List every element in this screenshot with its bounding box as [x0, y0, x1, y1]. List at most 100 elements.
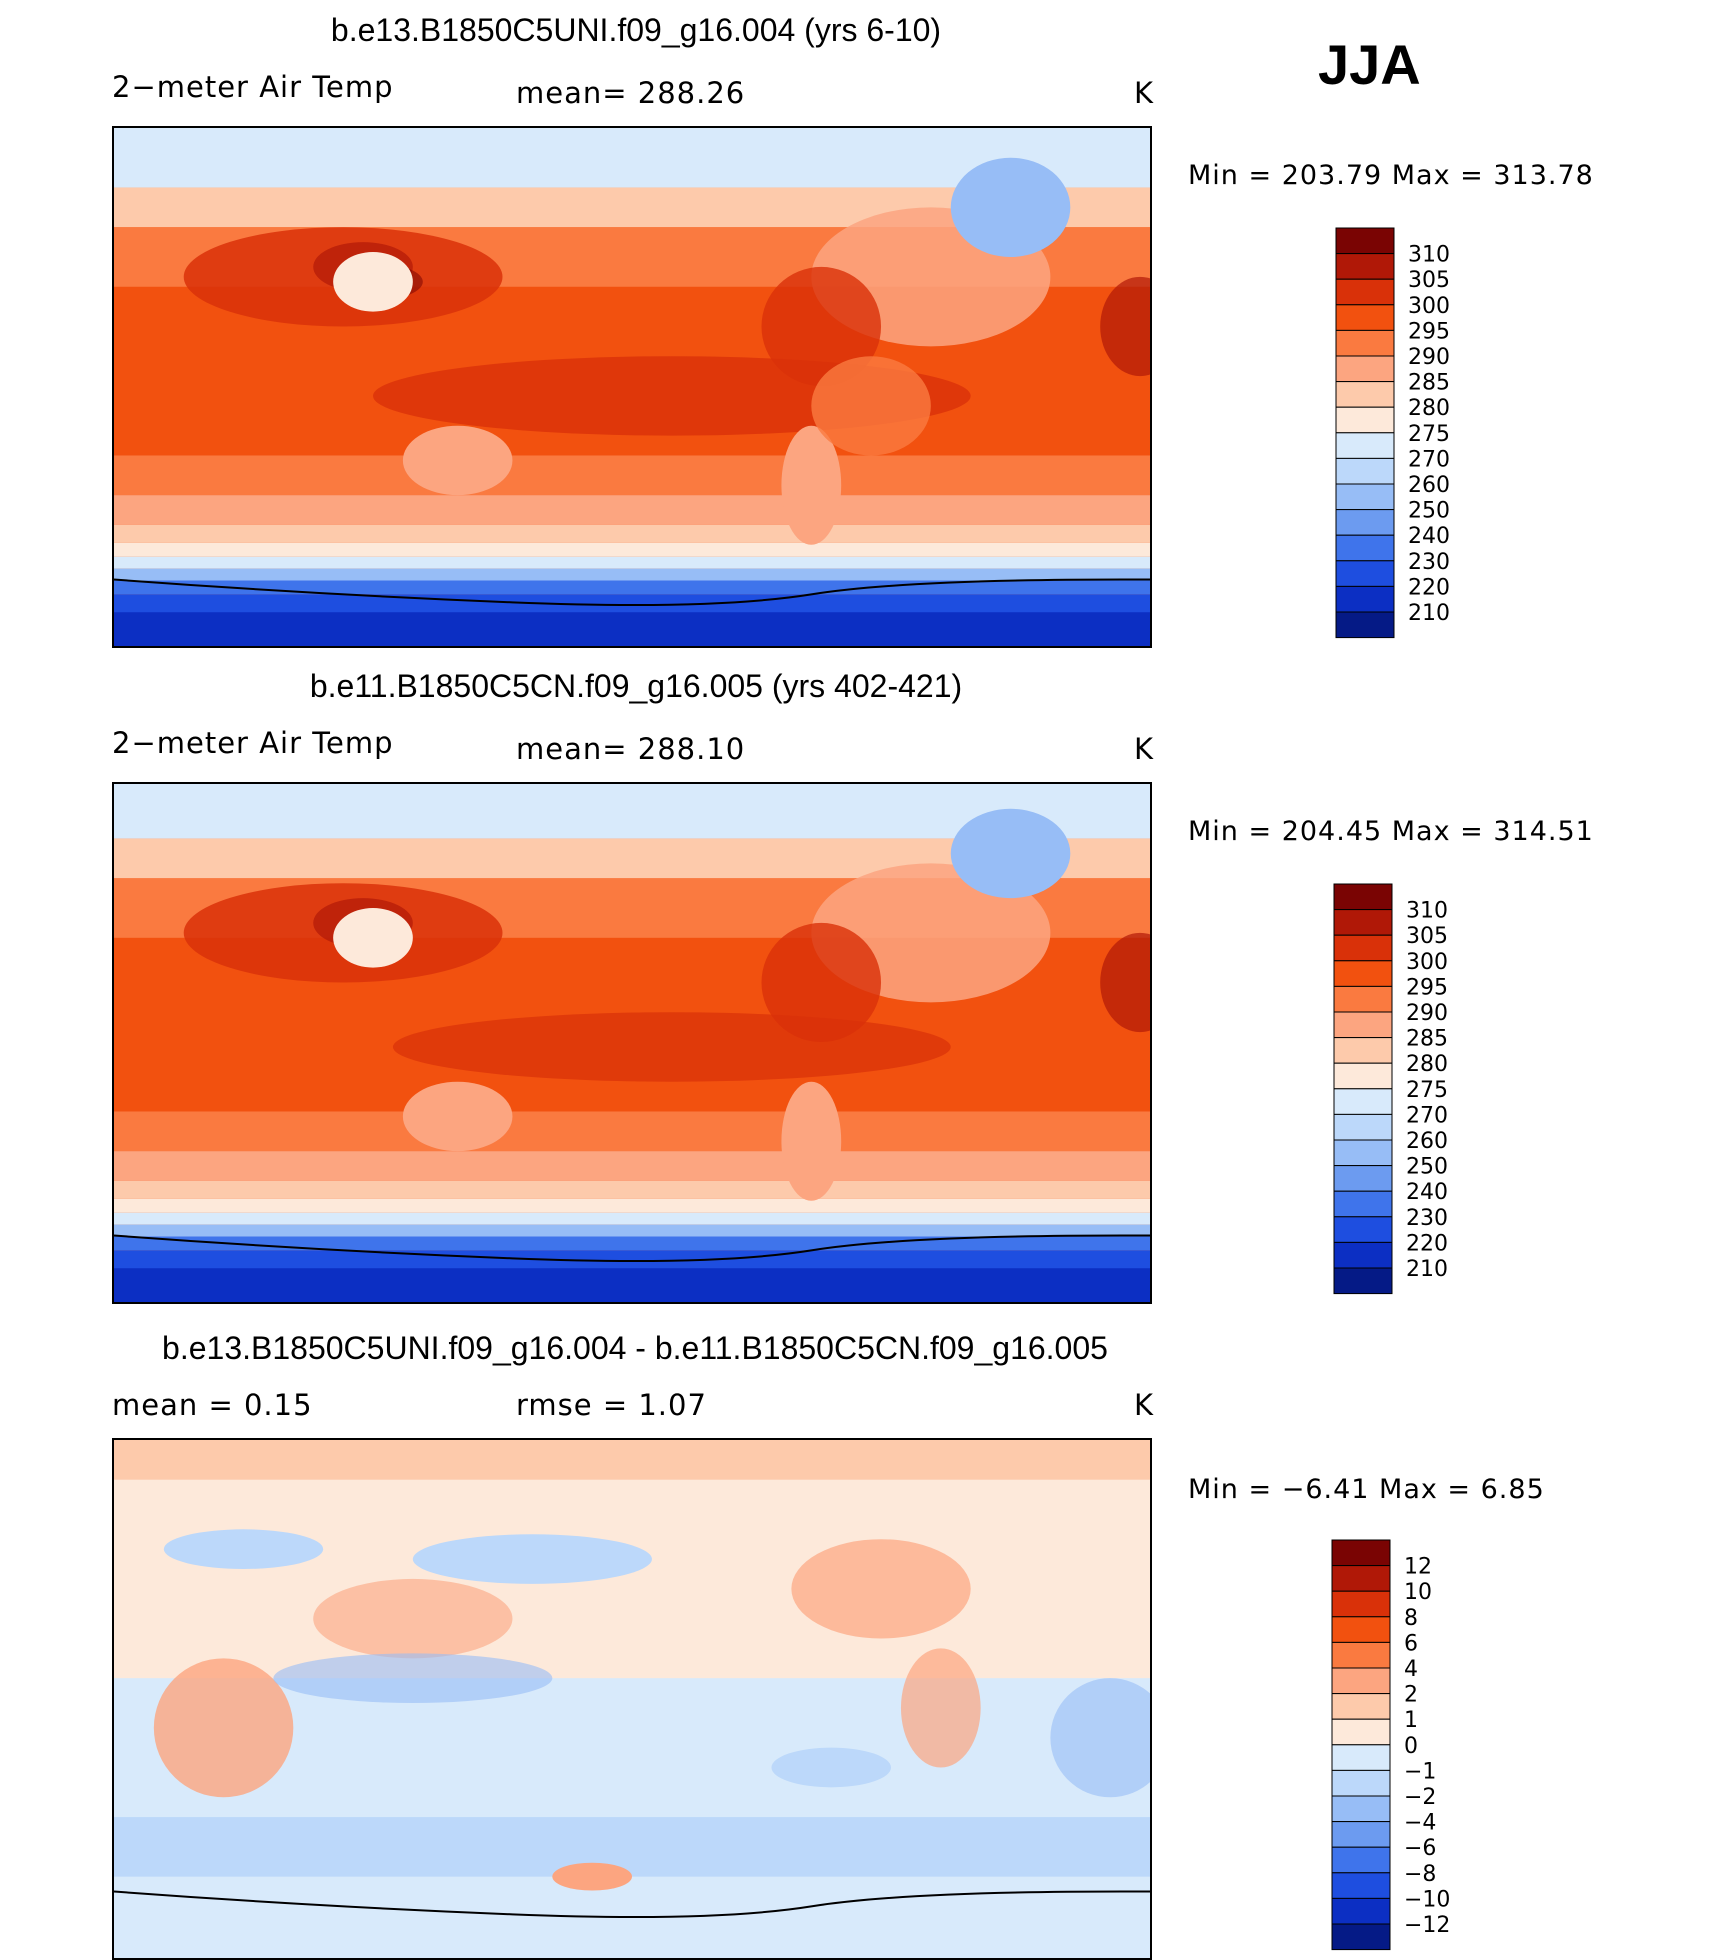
- panel-1-colorbar-swatch: [1335, 381, 1395, 408]
- panel-1-units: K: [1134, 76, 1155, 110]
- panel-1-colorbar-tick-label: 220: [1408, 575, 1450, 600]
- panel-3-colorbar-swatch: [1331, 1641, 1391, 1669]
- panel-2-colorbar-swatch: [1333, 1216, 1393, 1243]
- panel-2-colorbar-swatch: [1333, 909, 1393, 936]
- panel-1-colorbar-swatch: [1335, 509, 1395, 536]
- panel-1-colorbar-tick-label: 295: [1408, 319, 1450, 344]
- panel-2-colorbar-swatch: [1333, 1139, 1393, 1167]
- panel-3-colorbar-tick-label: −1: [1404, 1759, 1436, 1784]
- panel-1-colorbar-tick-label: 275: [1408, 422, 1450, 447]
- panel-2-colorbar-swatch: [1333, 1037, 1393, 1064]
- panel-1-colorbar-swatch: [1335, 585, 1395, 613]
- panel-3-colorbar-tick-label: −10: [1404, 1887, 1450, 1912]
- panel-1-colorbar-swatch: [1335, 432, 1395, 459]
- panel-3-colorbar-tick-label: 8: [1404, 1606, 1418, 1631]
- panel-2-colorbar-swatch: [1333, 960, 1393, 987]
- panel-3-colorbar-tick-label: −12: [1404, 1913, 1450, 1938]
- panel-1-colorbar-tick-label: 230: [1408, 550, 1450, 575]
- panel-1-variable-label: 2−meter Air Temp: [112, 70, 394, 104]
- panel-1-colorbar-tick-label: 210: [1408, 601, 1450, 626]
- panel-2-colorbar-tick-label: 210: [1406, 1257, 1448, 1282]
- panel-2-colorbar-swatch: [1333, 1190, 1393, 1218]
- panel-2-colorbar-tick-label: 290: [1406, 1001, 1448, 1026]
- panel-3-colorbar-swatch: [1331, 1821, 1391, 1848]
- panel-1-colorbar-tick-label: 300: [1408, 294, 1450, 319]
- panel-3-colorbar-swatch: [1331, 1590, 1391, 1618]
- panel-3-map-svg: [114, 1440, 1150, 1958]
- panel-3-units: K: [1134, 1388, 1155, 1422]
- panel-2-colorbar-swatch: [1333, 1088, 1393, 1115]
- panel-2-colorbar-tick-label: 270: [1406, 1103, 1448, 1128]
- panel-1-colorbar-swatch: [1335, 534, 1395, 562]
- panel-2-colorbar-tick-label: 275: [1406, 1078, 1448, 1103]
- panel-3-colorbar-swatch: [1331, 1744, 1391, 1771]
- panel-1-colorbar-swatch: [1335, 253, 1395, 280]
- panel-3-colorbar-tick-label: 1: [1404, 1708, 1418, 1733]
- panel-2-colorbar-tick-label: 305: [1406, 924, 1448, 949]
- panel-1-colorbar-swatch: [1335, 355, 1395, 383]
- panel-3-colorbar-tick-label: 2: [1404, 1683, 1418, 1708]
- panel-3-colorbar-swatch: [1331, 1565, 1391, 1592]
- panel-2-colorbar-tick-label: 240: [1406, 1180, 1448, 1205]
- panel-2-colorbar-tick-label: 220: [1406, 1231, 1448, 1256]
- panel-2-colorbar-swatch: [1333, 1267, 1393, 1295]
- panel-1-colorbar-swatch: [1335, 457, 1395, 485]
- panel-1-colorbar-tick-label: 270: [1408, 447, 1450, 472]
- panel-2-colorbar-tick-label: 300: [1406, 950, 1448, 975]
- panel-2-colorbar-swatch: [1333, 934, 1393, 962]
- panel-1-mean: mean= 288.26: [516, 76, 746, 110]
- panel-2-colorbar-swatch: [1333, 985, 1393, 1013]
- panel-3-colorbar-tick-label: −2: [1404, 1785, 1436, 1810]
- panel-1-colorbar-tick-label: 260: [1408, 473, 1450, 498]
- panel-2-colorbar: 310 305 300 295 290 285 280 275 270 260 250 240 230 2…: [1333, 883, 1474, 1296]
- panel-2-title: b.e11.B1850C5CN.f09_g16.005 (yrs 402-421…: [309, 668, 963, 704]
- panel-3-colorbar-tick-label: 6: [1404, 1631, 1418, 1656]
- panel-3-colorbar-tick-label: 10: [1404, 1580, 1432, 1605]
- panel-2-colorbar-tick-label: 295: [1406, 975, 1448, 1000]
- panel-3-map: [112, 1438, 1152, 1960]
- panel-2-units: K: [1134, 732, 1155, 766]
- panel-3-colorbar: 12 10 8 6 4 2 1 0 −1 −2 −4 −6 −8 −10 −12: [1331, 1539, 1472, 1952]
- panel-1-colorbar-swatch: [1335, 483, 1395, 511]
- panel-3-colorbar-swatch: [1331, 1718, 1391, 1746]
- panel-1-colorbar-swatch: [1335, 329, 1395, 357]
- panel-1-colorbar-tick-label: 250: [1408, 499, 1450, 524]
- panel-2-colorbar-tick-label: 285: [1406, 1027, 1448, 1052]
- panel-1-colorbar-tick-label: 240: [1408, 524, 1450, 549]
- panel-3-colorbar-tick-label: 12: [1404, 1555, 1432, 1580]
- panel-1-colorbar: 310 305 300 295 290 285 280 275 270 260 250 240 230 2…: [1335, 227, 1476, 640]
- panel-2-colorbar-swatch: [1333, 1011, 1393, 1039]
- panel-1-colorbar-swatch: [1335, 278, 1395, 306]
- panel-3-colorbar-swatch: [1331, 1616, 1391, 1643]
- panel-2-colorbar-tick-label: 250: [1406, 1155, 1448, 1180]
- panel-3-rmse: rmse = 1.07: [516, 1388, 707, 1422]
- panel-3-colorbar-swatch: [1331, 1795, 1391, 1823]
- panel-1-colorbar-swatch: [1335, 406, 1395, 434]
- panel-2-colorbar-tick-label: 310: [1406, 899, 1448, 924]
- panel-2-colorbar-tick-label: 280: [1406, 1052, 1448, 1077]
- panel-3-colorbar-swatch: [1331, 1539, 1391, 1567]
- panel-1-map: [112, 126, 1152, 648]
- panel-3-colorbar-swatch: [1331, 1897, 1391, 1925]
- panel-2-colorbar-swatch: [1333, 1062, 1393, 1090]
- panel-2-colorbar-swatch: [1333, 1241, 1393, 1269]
- panel-1-colorbar-tick-label: 285: [1408, 371, 1450, 396]
- panel-1-colorbar-tick-label: 305: [1408, 268, 1450, 293]
- panel-3-minmax: Min = −6.41 Max = 6.85: [1188, 1474, 1545, 1505]
- panel-3-colorbar-tick-label: −6: [1404, 1836, 1436, 1861]
- panel-2-minmax: Min = 204.45 Max = 314.51: [1188, 816, 1594, 847]
- panel-3-colorbar-swatch: [1331, 1667, 1391, 1695]
- panel-1-colorbar-tick-label: 290: [1408, 345, 1450, 370]
- panel-2-colorbar-swatch: [1333, 1113, 1393, 1141]
- panel-2-variable-label: 2−meter Air Temp: [112, 726, 394, 760]
- panel-1-colorbar-swatch: [1335, 611, 1395, 639]
- panel-3-colorbar-swatch: [1331, 1923, 1391, 1951]
- panel-2-map-svg: [114, 784, 1150, 1302]
- panel-2-colorbar-svg: 3103053002952902852802752702602502402302…: [1333, 883, 1448, 1295]
- panel-2-mean: mean= 288.10: [516, 732, 746, 766]
- panel-3-title: b.e13.B1850C5UNI.f09_g16.004 - b.e11.B18…: [162, 1330, 1108, 1366]
- panel-3-colorbar-swatch: [1331, 1872, 1391, 1899]
- panel-1-title: b.e13.B1850C5UNI.f09_g16.004 (yrs 6-10): [330, 12, 942, 48]
- panel-2-colorbar-tick-label: 260: [1406, 1129, 1448, 1154]
